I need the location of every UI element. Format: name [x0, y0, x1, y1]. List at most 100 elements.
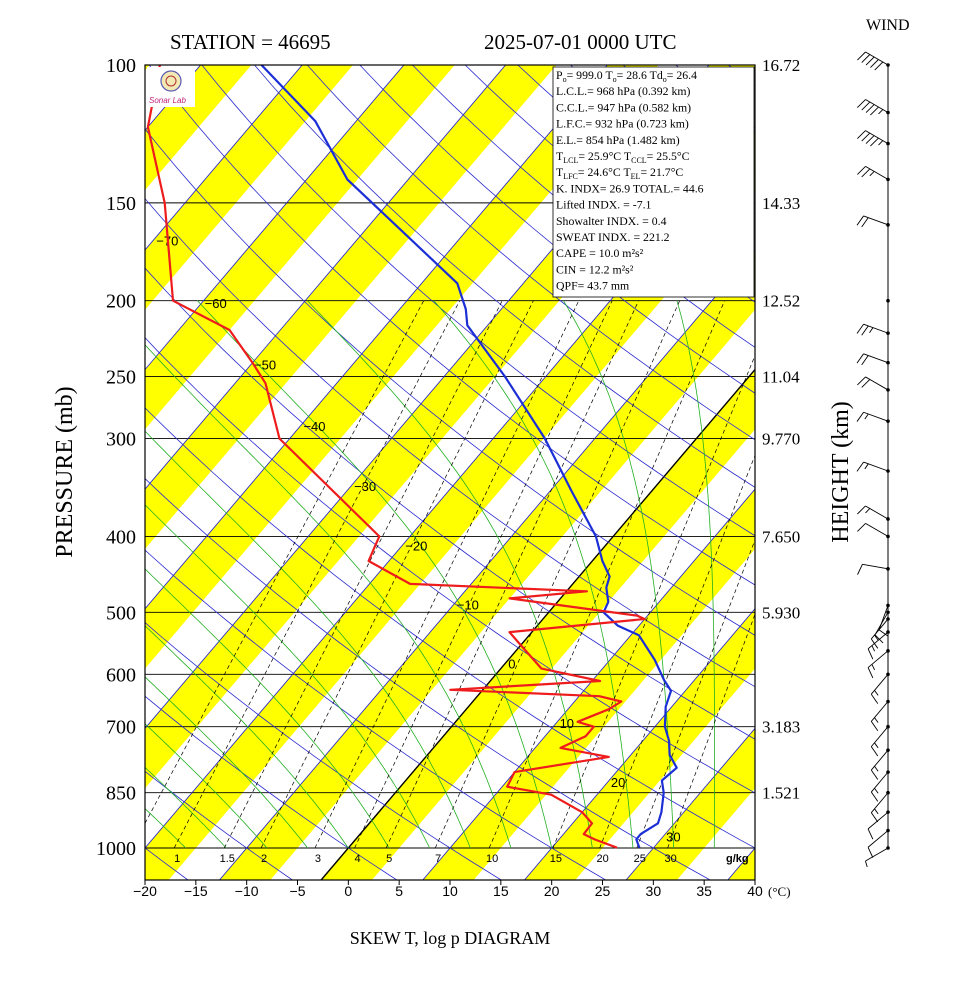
mixing-ratio-label: 30 — [665, 853, 677, 865]
isotherm-line — [145, 65, 608, 610]
wind-barb-staff — [870, 701, 889, 722]
dry-adiabat — [145, 549, 606, 880]
x-tick-label: 40 — [747, 883, 763, 899]
pressure-tick-label: 500 — [106, 602, 136, 624]
isotherm-label: −60 — [205, 296, 227, 311]
wind-barb-staff — [863, 215, 889, 226]
wind-barb-staff — [867, 650, 889, 668]
wind-barb-staff — [863, 411, 889, 422]
wind-barb-flag — [867, 648, 874, 660]
wind-barb-flag — [857, 166, 866, 175]
lab-logo: Sonar Lab — [147, 67, 195, 107]
wind-barb-staff — [870, 749, 889, 771]
mixing-ratio-lines — [145, 300, 755, 849]
moist-adiabat — [145, 504, 431, 849]
wind-barb-flag — [856, 411, 864, 422]
y-axis-right-label: HEIGHT (km) — [828, 401, 854, 543]
wind-barb-flag — [865, 56, 875, 66]
yellow-band — [145, 65, 455, 430]
wind-barb-staff — [865, 847, 889, 862]
moist-adiabats — [145, 300, 715, 849]
wind-barb-flag — [857, 130, 866, 139]
moist-adiabat — [676, 300, 715, 848]
moist-adiabat — [145, 344, 512, 849]
mixing-ratio-label: 7 — [435, 853, 441, 865]
wind-point — [886, 419, 890, 423]
wind-barb-half-flag — [874, 634, 879, 641]
pressure-tick-label: 250 — [106, 367, 136, 389]
wind-barb-flag — [861, 379, 871, 388]
wind-profile — [856, 51, 890, 868]
wind-barb-flag — [878, 629, 889, 637]
wind-barb-flag — [870, 137, 879, 147]
mixing-ratio-label: 2 — [261, 853, 267, 865]
mixing-ratio-label: 3 — [315, 853, 321, 865]
isotherm-label: −20 — [405, 538, 427, 553]
stability-index-panel: Po= 999.0 To= 28.6 Tdo= 26.4 L.C.L.= 968 … — [552, 66, 755, 298]
moist-adiabat — [145, 625, 349, 849]
wind-barb-flag — [861, 101, 871, 111]
moist-adiabat — [145, 766, 227, 849]
index-line: SWEAT INDX. = 221.2 — [556, 230, 670, 244]
mixing-ratio-unit: g/kg — [726, 853, 749, 865]
index-line: E.L.= 854 hPa (1.482 km) — [556, 133, 680, 147]
pressure-tick-label: 850 — [106, 783, 136, 805]
yellow-band — [145, 65, 252, 191]
wind-barb-flag — [857, 505, 866, 515]
x-tick-label: 25 — [595, 883, 611, 899]
height-tick-label: 3.183 — [762, 718, 800, 737]
index-line: Lifted INDX. = -7.1 — [556, 198, 652, 212]
yellow-band — [145, 130, 755, 880]
wind-barb-half-flag — [874, 808, 879, 815]
dry-adiabat — [306, 65, 755, 441]
dry-adiabat — [145, 622, 502, 880]
mixing-ratio-label: 1.5 — [220, 853, 235, 865]
moist-adiabat — [197, 300, 553, 849]
isotherm-line — [625, 727, 755, 880]
isotherm-line — [320, 368, 755, 880]
wind-barb-flag — [874, 61, 884, 71]
wind-barb-half-flag — [878, 140, 884, 146]
wind-barb-flag — [857, 564, 863, 575]
isotherm-line — [0, 65, 99, 880]
wind-barb-flag — [857, 376, 866, 386]
wind-barb-staff — [867, 830, 889, 848]
mixing-ratio-label: 4 — [355, 853, 361, 865]
height-tick-label: 16.72 — [762, 56, 800, 75]
mixing-ratio-line — [488, 300, 725, 849]
pressure-tick-label: 400 — [106, 526, 136, 548]
yellow-band — [145, 65, 659, 669]
x-unit-label: (°C) — [768, 884, 791, 899]
wind-barb-half-flag — [874, 787, 879, 794]
wind-barb-flag — [857, 51, 866, 61]
wind-barb-staff — [865, 166, 889, 180]
wind-barb-flag — [861, 217, 869, 228]
isotherm-label: −10 — [457, 597, 479, 612]
wind-barb-flag — [856, 461, 864, 472]
height-tick-label: 14.33 — [762, 194, 800, 213]
wind-barb-staff — [863, 323, 889, 334]
wind-barb-half-flag — [865, 508, 871, 514]
moist-adiabat — [145, 430, 471, 849]
yellow-band — [145, 65, 557, 549]
station-label: STATION = 46695 — [170, 30, 331, 54]
wind-barb-flag — [857, 523, 866, 532]
wind-title: WIND — [866, 17, 910, 34]
isotherm-line — [219, 249, 755, 880]
index-line: L.F.C.= 932 hPa (0.723 km) — [556, 117, 689, 131]
height-tick-label: 5.930 — [762, 603, 800, 622]
index-line: L.C.L.= 968 hPa (0.392 km) — [556, 84, 691, 98]
wind-barb-half-flag — [874, 765, 879, 772]
wind-barb-flag — [870, 106, 879, 116]
wind-barb-half-flag — [874, 742, 879, 749]
wind-point — [886, 469, 890, 473]
index-line: K. INDX= 26.9 TOTAL.= 44.6 — [556, 181, 704, 195]
dry-adiabat — [145, 337, 755, 794]
sounding-series — [146, 65, 678, 849]
wind-barb-flag — [861, 325, 869, 336]
wind-barb-flag — [874, 634, 884, 644]
wind-barb-half-flag — [864, 463, 869, 470]
yellow-band — [0, 65, 48, 880]
wind-point — [886, 331, 890, 335]
